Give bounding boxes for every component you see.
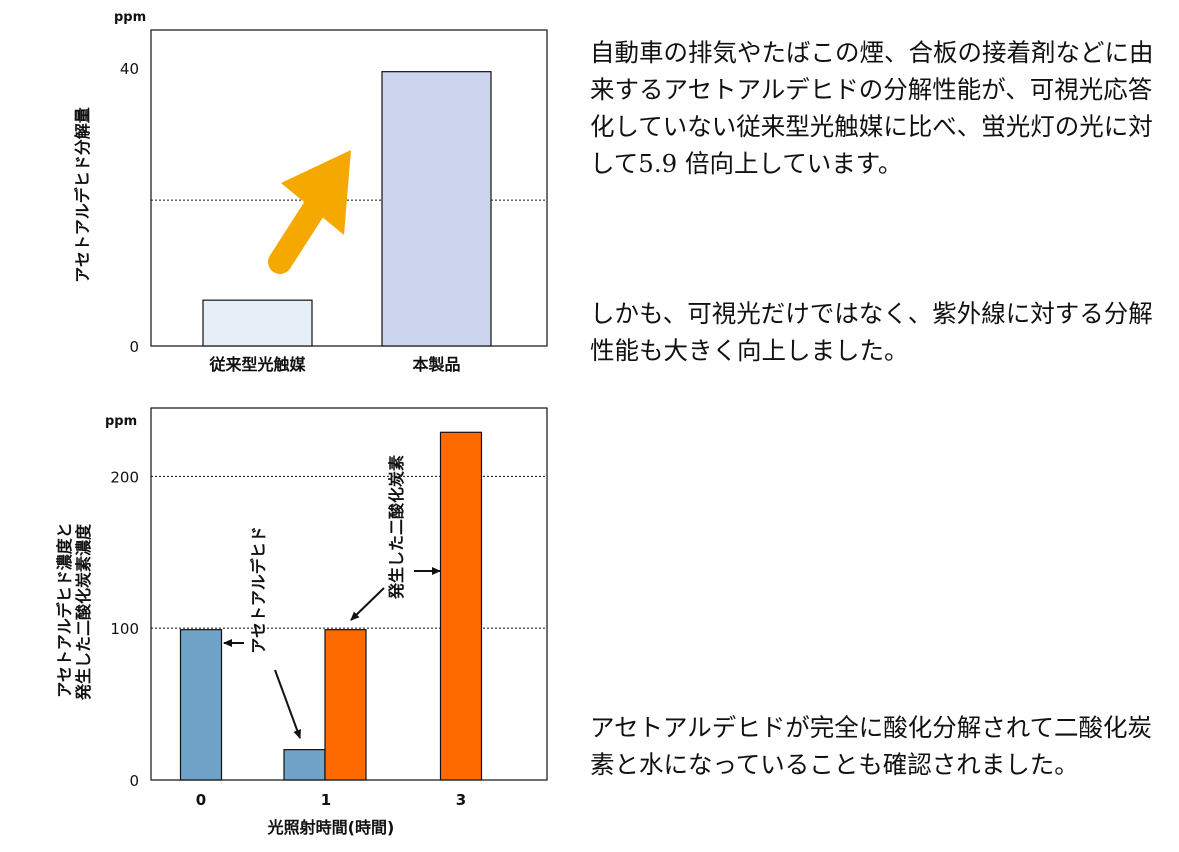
chart1-increase-arrow: [268, 150, 351, 274]
chart2-x-labels: 0 1 3: [196, 791, 466, 809]
chart2-y-tick-1: 100: [110, 620, 139, 638]
chart1: ppm 0 40 従来型光触媒 本製品 アセトアルデヒド分解量: [73, 10, 548, 374]
chart1-x-label-1: 本製品: [412, 355, 460, 374]
chart2-legend-acetaldehyde: アセトアルデヒド: [249, 526, 268, 654]
chart1-y-ticks: 0 40: [120, 60, 139, 356]
chart2-y-axis-label-line2: 発生した二酸化炭素濃度: [74, 523, 93, 701]
chart1-bars: [202, 71, 492, 347]
chart2-unit-label: ppm: [105, 414, 137, 429]
description-paragraph-3: アセトアルデヒドが完全に酸化分解されて二酸化炭素と水になっていることも確認されま…: [590, 713, 1153, 779]
chart2-y-tick-0: 0: [129, 772, 139, 790]
chart2-y-ticks: 0 100 200: [110, 468, 139, 790]
chart2-annotation-arrow-2: [350, 587, 385, 621]
chart2-y-axis-label-line1: アセトアルデヒド濃度と: [55, 522, 74, 698]
chart2-x-axis-label: 光照射時間(時間): [267, 818, 395, 837]
chart2-x-label-0: 0: [196, 791, 206, 809]
description-paragraph-1: 自動車の排気やたばこの煙、合板の接着剤などに由来するアセトアルデヒドの分解性能が…: [590, 38, 1154, 178]
chart2-legend-co2: 発生した二酸化炭素: [387, 455, 406, 600]
chart1-plot-frame: [150, 29, 548, 347]
chart2-bar-0-0: [179, 629, 223, 781]
chart2-x-label-2: 3: [456, 791, 466, 809]
chart1-y-axis-label: アセトアルデヒド分解量: [73, 107, 92, 283]
chart2-bar-1-0: [283, 749, 326, 781]
chart2-bar-1-1: [324, 629, 367, 781]
chart2-y-tick-2: 200: [110, 468, 139, 486]
chart2-bars: [179, 431, 483, 781]
chart1-x-label-0: 従来型光触媒: [208, 355, 306, 374]
chart1-bar-1: [202, 299, 313, 347]
chart1-bar-2: [381, 71, 492, 347]
chart1-x-labels: 従来型光触媒 本製品: [208, 355, 460, 374]
chart2-x-label-1: 1: [321, 791, 331, 809]
description-paragraph-2: しかも、可視光だけではなく、紫外線に対する分解性能も大きく向上しました。: [590, 299, 1153, 365]
chart1-y-tick-1: 40: [120, 60, 139, 78]
chart2: ppm 0 100 200 0 1 3 光照射時間(時間) アセトアルデヒド濃度と 発生…: [55, 407, 548, 837]
chart1-y-tick-0: 0: [129, 338, 139, 356]
chart2-annotation-arrow-1: [274, 669, 301, 739]
chart2-bar-2-1: [439, 431, 483, 781]
chart1-unit-label: ppm: [114, 10, 146, 25]
